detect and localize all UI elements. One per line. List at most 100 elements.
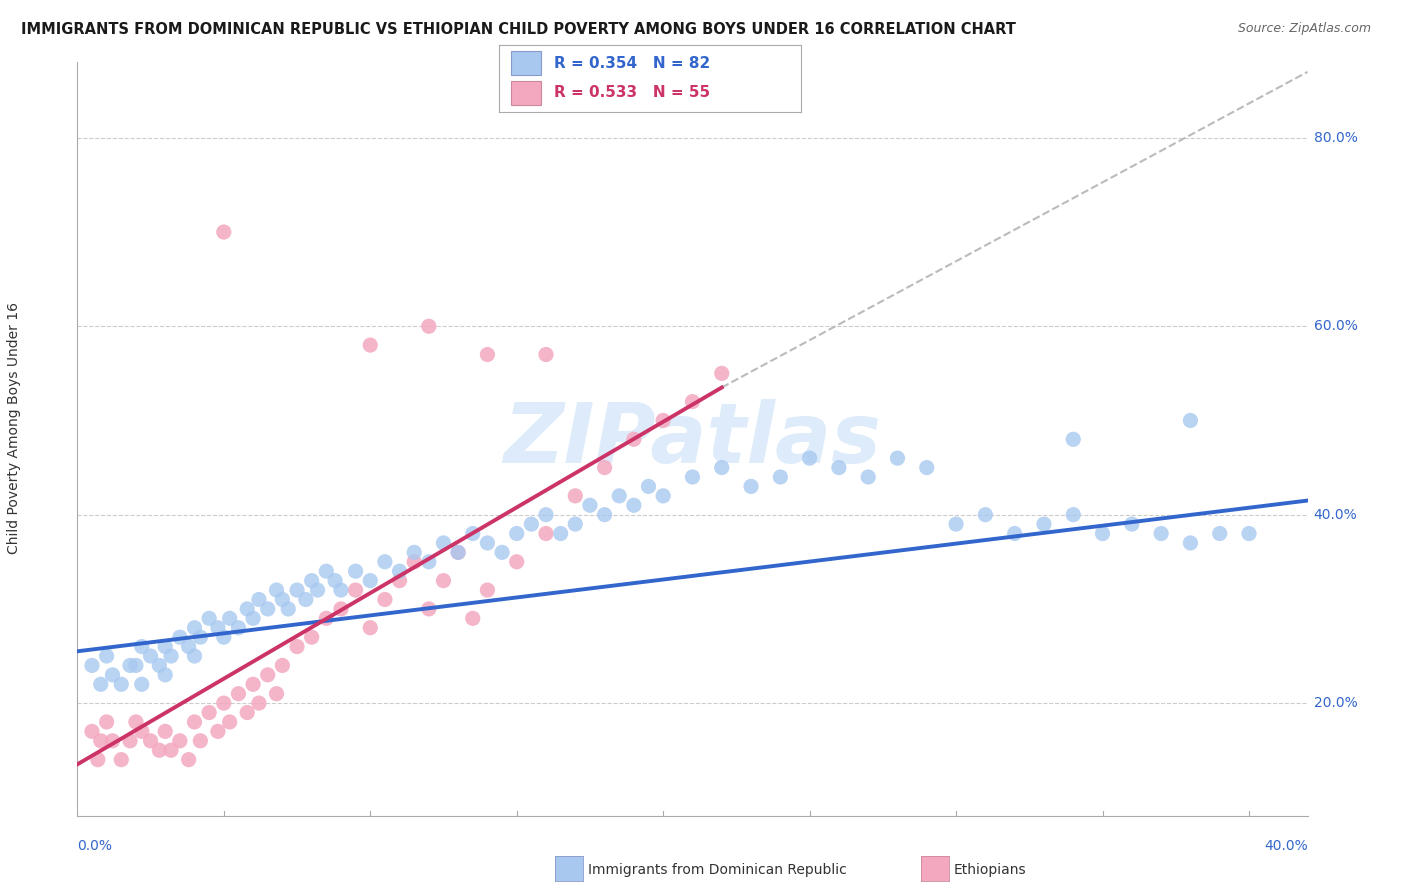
- Point: [1150, 526, 1173, 541]
- Point: [491, 545, 513, 559]
- Point: [534, 347, 557, 361]
- Point: [80, 724, 103, 739]
- Point: [120, 658, 141, 673]
- Point: [374, 555, 396, 569]
- Text: Child Poverty Among Boys Under 16: Child Poverty Among Boys Under 16: [7, 302, 21, 554]
- Point: [1237, 526, 1260, 541]
- Point: [183, 621, 205, 635]
- Point: [344, 583, 367, 598]
- Point: [1209, 526, 1232, 541]
- Point: [125, 714, 148, 729]
- Point: [1180, 413, 1202, 427]
- Point: [139, 648, 162, 663]
- Point: [652, 413, 675, 427]
- Point: [110, 677, 132, 691]
- Point: [432, 574, 454, 588]
- Text: R = 0.533   N = 55: R = 0.533 N = 55: [554, 86, 710, 100]
- Point: [169, 733, 191, 747]
- Point: [228, 687, 250, 701]
- Point: [682, 470, 704, 484]
- Point: [593, 460, 616, 475]
- Point: [101, 733, 124, 747]
- Point: [769, 470, 792, 484]
- Point: [153, 640, 177, 654]
- Point: [945, 517, 967, 532]
- Point: [520, 517, 543, 532]
- Point: [447, 545, 470, 559]
- Point: [477, 347, 499, 361]
- Point: [247, 696, 270, 710]
- Point: [198, 611, 221, 625]
- Point: [858, 470, 880, 484]
- Point: [228, 621, 250, 635]
- Point: [374, 592, 396, 607]
- Point: [418, 602, 440, 616]
- Point: [256, 602, 278, 616]
- Point: [285, 640, 308, 654]
- Point: [534, 526, 557, 541]
- Point: [799, 451, 821, 466]
- Point: [344, 564, 367, 578]
- Point: [740, 479, 762, 493]
- Point: [593, 508, 616, 522]
- Point: [682, 394, 704, 409]
- Point: [160, 743, 183, 757]
- Point: [1033, 517, 1056, 532]
- Point: [139, 733, 162, 747]
- Point: [550, 526, 572, 541]
- Point: [418, 319, 440, 334]
- Text: Source: ZipAtlas.com: Source: ZipAtlas.com: [1237, 22, 1371, 36]
- Point: [1062, 508, 1084, 522]
- Point: [271, 592, 294, 607]
- Point: [623, 498, 645, 512]
- Point: [188, 630, 212, 644]
- Point: [153, 668, 177, 682]
- Point: [90, 677, 112, 691]
- Point: [242, 611, 264, 625]
- Point: [301, 574, 323, 588]
- Point: [131, 724, 153, 739]
- Point: [266, 583, 288, 598]
- Point: [534, 508, 557, 522]
- Text: ZIPatlas: ZIPatlas: [503, 399, 882, 480]
- Point: [131, 640, 153, 654]
- Point: [285, 583, 308, 598]
- Point: [329, 602, 352, 616]
- Point: [160, 648, 183, 663]
- Point: [1004, 526, 1026, 541]
- Point: [110, 753, 132, 767]
- Text: Immigrants from Dominican Republic: Immigrants from Dominican Republic: [588, 863, 846, 877]
- Point: [96, 714, 118, 729]
- Point: [266, 687, 288, 701]
- Point: [218, 611, 240, 625]
- Point: [461, 526, 484, 541]
- Point: [198, 706, 221, 720]
- Text: 80.0%: 80.0%: [1313, 131, 1358, 145]
- Point: [564, 489, 586, 503]
- Text: 20.0%: 20.0%: [1313, 696, 1357, 710]
- Point: [148, 658, 170, 673]
- Point: [120, 733, 141, 747]
- Point: [477, 536, 499, 550]
- Point: [96, 648, 118, 663]
- Text: 0.0%: 0.0%: [77, 838, 112, 853]
- Point: [1062, 433, 1084, 447]
- Point: [183, 714, 205, 729]
- Point: [623, 433, 645, 447]
- Point: [271, 658, 294, 673]
- Text: 60.0%: 60.0%: [1313, 319, 1358, 334]
- Point: [177, 753, 200, 767]
- Point: [388, 564, 411, 578]
- Point: [212, 225, 235, 239]
- Point: [828, 460, 851, 475]
- Point: [247, 592, 270, 607]
- Bar: [512, 52, 541, 76]
- Point: [131, 677, 153, 691]
- Point: [1091, 526, 1114, 541]
- Point: [169, 630, 191, 644]
- Point: [315, 564, 337, 578]
- Point: [579, 498, 602, 512]
- Point: [404, 545, 426, 559]
- Point: [212, 630, 235, 644]
- Point: [461, 611, 484, 625]
